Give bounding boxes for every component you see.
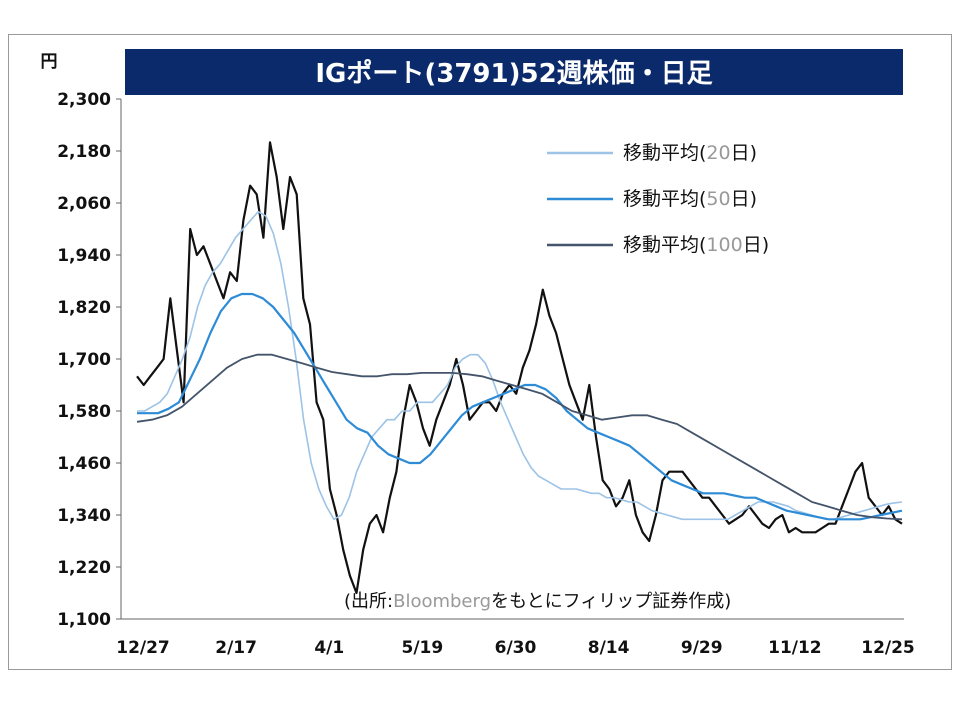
series-line-ma50 [137, 292, 903, 521]
y-tick-label: 1,820 [57, 298, 111, 318]
y-tick-label: 2,180 [57, 142, 111, 162]
x-tick-label: 12/27 [116, 638, 170, 658]
series-line-ma100 [136, 353, 903, 521]
stock-price-chart: IGポート(3791)52週株価・日足 円 2,300 2,180 2,060 1,9… [41, 49, 915, 658]
source-bloomberg: Bloomberg [393, 591, 491, 612]
y-tick-label: 1,580 [57, 402, 111, 422]
y-unit-label: 円 [41, 52, 58, 72]
y-tick-label: 1,220 [57, 558, 111, 578]
y-tick-label: 1,700 [57, 350, 111, 370]
source-prefix: (出所: [344, 591, 393, 612]
legend-label-number: 20 [706, 142, 730, 164]
y-tick-label: 1,940 [57, 246, 111, 266]
chart-title: IGポート(3791)52週株価・日足 [315, 58, 712, 89]
x-tick-label: 5/19 [402, 638, 444, 658]
legend-label-prefix: 移動平均( [623, 188, 706, 210]
y-tick-label: 1,460 [57, 454, 111, 474]
legend-label: 移動平均(20日) [623, 142, 757, 164]
legend-label: 移動平均(50日) [623, 188, 757, 210]
y-tick-label: 1,340 [57, 506, 111, 526]
x-tick-label: 2/17 [215, 638, 257, 658]
x-tick-label: 6/30 [495, 638, 537, 658]
x-tick-labels: 12/27 2/17 4/1 5/19 6/30 8/14 9/29 11/12 12/25 [116, 638, 915, 658]
legend-label-suffix: 日) [743, 234, 769, 256]
source-suffix: をもとにフィリップ証券作成) [491, 591, 731, 612]
x-tick-label: 8/14 [588, 638, 630, 658]
source-note: (出所:Bloombergをもとにフィリップ証券作成) [344, 591, 731, 612]
legend-label-prefix: 移動平均( [623, 234, 706, 256]
legend-label-number: 50 [706, 188, 730, 210]
legend-label-number: 100 [706, 234, 742, 256]
legend-label-suffix: 日) [731, 142, 757, 164]
y-tick-labels: 2,300 2,180 2,060 1,940 1,820 1,700 1,580 1,460… [57, 90, 121, 630]
y-tick-label: 2,060 [57, 194, 111, 214]
legend-label-suffix: 日) [731, 188, 757, 210]
chart-frame: IGポート(3791)52週株価・日足 円 2,300 2,180 2,060 1,9… [8, 34, 952, 670]
x-tick-label: 11/12 [768, 638, 822, 658]
x-tick-label: 4/1 [314, 638, 344, 658]
series-line-price [136, 141, 903, 595]
x-tick-label: 9/29 [681, 638, 723, 658]
x-tick-label: 12/25 [861, 638, 915, 658]
title-bar [125, 49, 903, 95]
y-tick-label: 2,300 [57, 90, 111, 110]
y-tick-label: 1,100 [57, 610, 111, 630]
series-layer [136, 141, 903, 595]
legend-label-prefix: 移動平均( [623, 142, 706, 164]
legend-label: 移動平均(100日) [623, 234, 769, 256]
legend: 移動平均(20日)移動平均(50日)移動平均(100日) [547, 142, 769, 256]
series-line-ma20 [137, 210, 903, 521]
